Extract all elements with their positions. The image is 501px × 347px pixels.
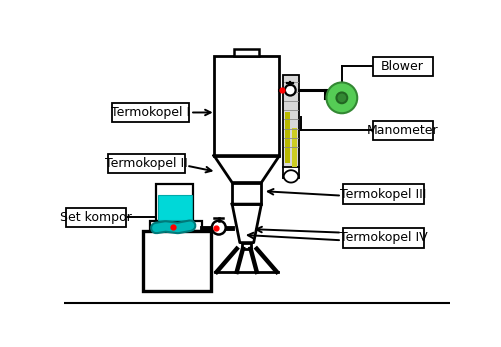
Text: Termokopel II: Termokopel II bbox=[105, 157, 188, 170]
Text: Blower: Blower bbox=[381, 60, 424, 73]
Bar bbox=[232, 183, 262, 204]
Bar bbox=[242, 243, 252, 249]
Bar bbox=[373, 57, 433, 76]
Polygon shape bbox=[214, 155, 280, 183]
Bar bbox=[214, 56, 280, 155]
Bar bbox=[150, 221, 202, 231]
Text: Termokopel IV: Termokopel IV bbox=[340, 231, 427, 245]
Bar bbox=[156, 184, 193, 221]
Text: Manometer: Manometer bbox=[367, 124, 438, 137]
Bar bbox=[143, 231, 211, 291]
Polygon shape bbox=[232, 204, 262, 243]
Text: Termokopel I: Termokopel I bbox=[111, 106, 190, 119]
Bar bbox=[158, 195, 192, 220]
Bar bbox=[112, 103, 188, 122]
Bar bbox=[108, 154, 185, 173]
Circle shape bbox=[327, 83, 357, 113]
Circle shape bbox=[212, 221, 226, 235]
Circle shape bbox=[337, 92, 347, 103]
Text: Set kompor: Set kompor bbox=[60, 211, 132, 224]
Bar bbox=[343, 228, 424, 248]
Bar bbox=[343, 185, 424, 204]
Circle shape bbox=[285, 85, 296, 95]
Bar bbox=[285, 112, 290, 163]
Bar bbox=[292, 128, 297, 167]
Bar bbox=[373, 120, 433, 140]
Bar bbox=[66, 208, 126, 227]
Text: Termokopel III: Termokopel III bbox=[340, 188, 427, 201]
Bar bbox=[234, 49, 259, 56]
Bar bbox=[283, 75, 300, 167]
